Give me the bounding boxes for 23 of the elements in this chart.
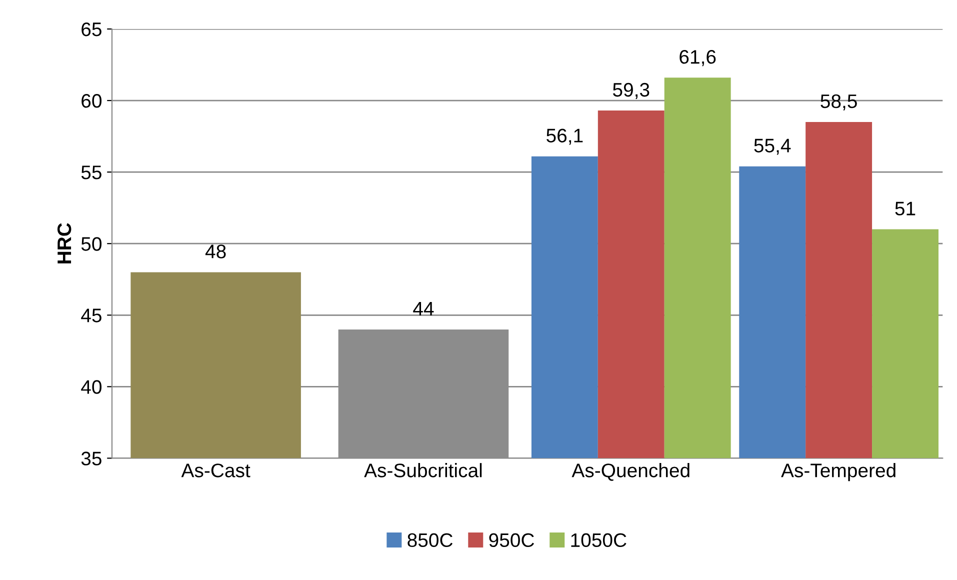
data-label: 59,3	[613, 82, 650, 99]
x-tick-label: As-Cast	[181, 464, 250, 478]
y-tick-label: 60	[82, 94, 102, 108]
data-label: 48	[205, 244, 226, 258]
y-tick-label: 40	[81, 380, 102, 394]
x-tick-label: As-Subcritical	[364, 463, 482, 478]
y-axis-title: HRC	[57, 223, 72, 264]
y-tick-label: 65	[82, 22, 102, 36]
data-label: 55,4	[754, 138, 791, 155]
data-label: 56,1	[546, 128, 583, 145]
data-label: 58,5	[820, 94, 857, 110]
data-label: 44	[413, 302, 434, 316]
legend-label: 950C	[489, 533, 534, 548]
y-tick-label: 55	[81, 166, 102, 180]
data-label: 61,6	[680, 50, 716, 66]
legend-label: 1050C	[571, 533, 626, 548]
y-tick-label: 50	[81, 237, 102, 251]
y-tick-label: 35	[81, 452, 102, 466]
x-tick-label: As-Quenched	[572, 463, 690, 481]
y-tick-label: 45	[81, 308, 102, 322]
legend-label: 850C	[408, 533, 453, 548]
data-label: 51	[895, 202, 916, 216]
x-tick-label: As-Tempered	[781, 463, 896, 482]
